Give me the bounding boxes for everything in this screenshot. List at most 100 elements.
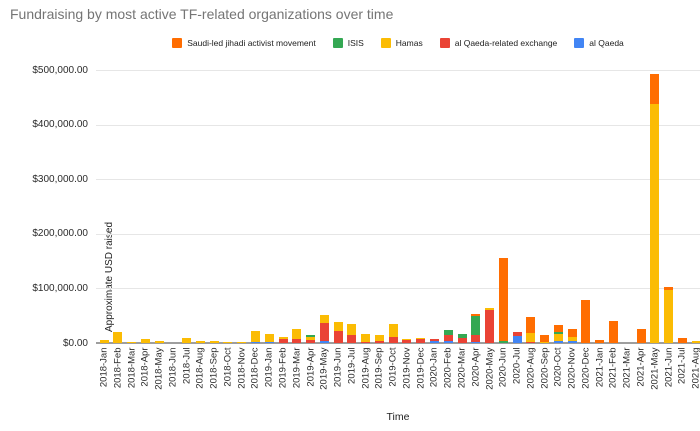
bar-segment[interactable]	[416, 338, 425, 343]
x-tick-label: 2021-Jul	[676, 347, 688, 384]
bar-segment[interactable]	[595, 340, 604, 343]
x-tick-label: 2018-Feb	[112, 347, 124, 388]
bar-segment[interactable]	[444, 341, 453, 343]
bar-segment[interactable]	[320, 340, 329, 343]
x-tick-label: 2021-Feb	[607, 347, 619, 388]
legend-item: ISIS	[332, 38, 364, 48]
bar-segment[interactable]	[416, 337, 425, 339]
bar-segment[interactable]	[155, 341, 164, 343]
bar-segment[interactable]	[678, 337, 687, 343]
bar-segment[interactable]	[402, 339, 411, 341]
bar-segment[interactable]	[375, 334, 384, 341]
bar-segment[interactable]	[361, 334, 370, 342]
bar-segment[interactable]	[265, 334, 274, 343]
bar-segment[interactable]	[513, 336, 522, 343]
bar-segment[interactable]	[568, 337, 577, 342]
bar-segment[interactable]	[526, 332, 535, 342]
bar-segment[interactable]	[251, 331, 260, 342]
bar-segment[interactable]	[279, 336, 288, 340]
bar-segment[interactable]	[471, 315, 480, 336]
bar-segment[interactable]	[389, 323, 398, 337]
bar-segment[interactable]	[361, 341, 370, 343]
bar-segment[interactable]	[306, 335, 315, 338]
bar-segment[interactable]	[237, 341, 246, 343]
legend-item: al Qaeda	[574, 38, 624, 48]
bar-segment[interactable]	[650, 74, 659, 105]
x-tick-label: 2018-Sep	[208, 347, 220, 389]
bar-segment[interactable]	[334, 330, 343, 343]
bar-segment[interactable]	[251, 341, 260, 343]
x-tick-label: 2018-Jul	[181, 347, 193, 384]
bar-segment[interactable]	[471, 313, 480, 316]
bar-segment[interactable]	[196, 341, 205, 343]
legend-label: al Qaeda-related exchange	[454, 38, 558, 48]
x-tick-label: 2019-Aug	[360, 347, 372, 389]
bar-segment[interactable]	[526, 341, 535, 343]
bar-segment[interactable]	[540, 342, 549, 343]
legend-item: Hamas	[380, 38, 423, 48]
bar-segment[interactable]	[554, 325, 563, 332]
bar-segment[interactable]	[100, 339, 109, 343]
bar-segment[interactable]	[609, 321, 618, 343]
bar-segment[interactable]	[581, 299, 590, 343]
bar-segment[interactable]	[279, 339, 288, 343]
bar-segment[interactable]	[568, 329, 577, 338]
gridline	[96, 233, 700, 235]
bar-segment[interactable]	[554, 331, 563, 334]
bar-segment[interactable]	[664, 286, 673, 290]
bar-segment[interactable]	[182, 337, 191, 343]
legend-swatch-icon	[574, 38, 585, 48]
bar-segment[interactable]	[554, 341, 563, 343]
bar-segment[interactable]	[637, 329, 646, 343]
bar-segment[interactable]	[292, 338, 301, 343]
bar-segment[interactable]	[471, 335, 480, 342]
bar-segment[interactable]	[458, 337, 467, 343]
y-tick-label: $500,000.00	[32, 64, 88, 76]
bar-segment[interactable]	[458, 334, 467, 338]
x-tick-label: 2020-Feb	[442, 347, 454, 388]
bar-segment[interactable]	[650, 104, 659, 343]
bar-segment[interactable]	[568, 341, 577, 343]
bar-segment[interactable]	[210, 340, 219, 343]
bar-segment[interactable]	[113, 331, 122, 343]
bar-segment[interactable]	[402, 340, 411, 343]
bar-segment[interactable]	[320, 315, 329, 324]
x-tick-label: 2019-Apr	[305, 347, 317, 387]
bar-segment[interactable]	[513, 332, 522, 337]
bar-segment[interactable]	[485, 310, 494, 343]
bar-segment[interactable]	[540, 334, 549, 343]
bar-segment[interactable]	[347, 334, 356, 343]
bar-segment[interactable]	[292, 329, 301, 339]
bar-segment[interactable]	[526, 317, 535, 333]
bar-segment[interactable]	[389, 336, 398, 343]
bar-segment[interactable]	[306, 337, 315, 341]
bar-segment[interactable]	[485, 307, 494, 311]
bar-segment[interactable]	[692, 341, 700, 343]
bar-segment[interactable]	[141, 339, 150, 343]
bar-segment[interactable]	[375, 340, 384, 343]
bar-segment[interactable]	[554, 333, 563, 342]
bar-segment[interactable]	[430, 339, 439, 342]
legend-swatch-icon	[332, 38, 343, 48]
bar-segment[interactable]	[320, 323, 329, 341]
bar-segment[interactable]	[664, 289, 673, 343]
bar-segment[interactable]	[499, 341, 508, 343]
bar-segment[interactable]	[471, 341, 480, 343]
y-tick-label: $400,000.00	[32, 119, 88, 131]
x-tick-label: 2019-Oct	[387, 347, 399, 387]
x-tick-label: 2020-Apr	[470, 347, 482, 387]
bar-segment[interactable]	[306, 340, 315, 343]
bar-segment[interactable]	[265, 342, 274, 343]
x-tick-label: 2018-Jan	[98, 347, 110, 387]
bar-segment[interactable]	[223, 342, 232, 343]
bar-segment[interactable]	[444, 329, 453, 335]
x-tick-label: 2018-Aug	[194, 347, 206, 389]
x-tick-label: 2018-Jun	[167, 347, 179, 387]
bar-segment[interactable]	[127, 341, 136, 343]
x-tick-label: 2020-Jan	[428, 347, 440, 387]
bar-segment[interactable]	[334, 321, 343, 331]
bar-segment[interactable]	[444, 334, 453, 342]
bar-segment[interactable]	[347, 324, 356, 335]
bar-segment[interactable]	[499, 258, 508, 342]
bar-segment[interactable]	[430, 341, 439, 343]
